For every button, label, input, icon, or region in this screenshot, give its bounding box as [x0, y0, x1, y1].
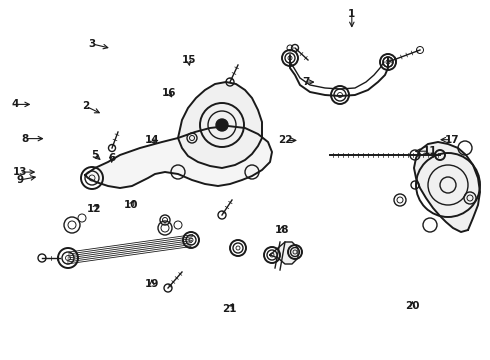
Polygon shape [270, 242, 298, 264]
Polygon shape [178, 82, 262, 168]
Text: 11: 11 [423, 146, 438, 156]
Text: 5: 5 [91, 150, 98, 160]
Text: 3: 3 [89, 39, 96, 49]
Text: 20: 20 [405, 301, 420, 311]
Text: 21: 21 [222, 304, 237, 314]
Text: 16: 16 [162, 88, 176, 98]
Polygon shape [85, 126, 272, 188]
Text: 19: 19 [145, 279, 159, 289]
Text: 13: 13 [12, 167, 27, 177]
Text: 9: 9 [16, 175, 23, 185]
Text: 15: 15 [181, 55, 196, 66]
Polygon shape [414, 142, 480, 232]
Text: 18: 18 [274, 225, 289, 235]
Text: 22: 22 [278, 135, 293, 145]
Text: 14: 14 [145, 135, 159, 145]
Text: 10: 10 [124, 200, 139, 210]
Text: 12: 12 [87, 204, 101, 214]
Text: 8: 8 [22, 134, 29, 144]
Text: 6: 6 [108, 153, 115, 163]
Text: 17: 17 [444, 135, 459, 145]
Text: 1: 1 [348, 9, 355, 19]
Text: 2: 2 [82, 101, 89, 111]
Circle shape [216, 119, 228, 131]
Text: 7: 7 [302, 77, 310, 87]
Text: 4: 4 [12, 99, 20, 109]
